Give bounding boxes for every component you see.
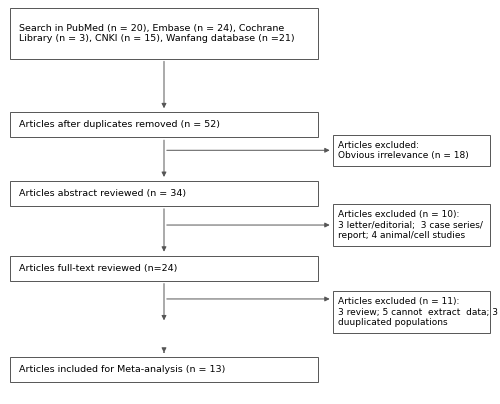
- Text: Articles excluded (n = 11):
3 review; 5 cannot  extract  data; 3
duuplicated pop: Articles excluded (n = 11): 3 review; 5 …: [338, 297, 498, 327]
- Text: Articles included for Meta-analysis (n = 13): Articles included for Meta-analysis (n =…: [19, 365, 226, 374]
- FancyBboxPatch shape: [332, 135, 490, 166]
- Text: Search in PubMed (n = 20), Embase (n = 24), Cochrane
Library (n = 3), CNKI (n = : Search in PubMed (n = 20), Embase (n = 2…: [19, 23, 294, 43]
- Text: Articles abstract reviewed (n = 34): Articles abstract reviewed (n = 34): [19, 189, 186, 198]
- FancyBboxPatch shape: [332, 291, 490, 333]
- Text: Articles excluded (n = 10):
3 letter/editorial;  3 case series/
report; 4 animal: Articles excluded (n = 10): 3 letter/edi…: [338, 210, 484, 240]
- Text: Articles excluded:
Obvious irrelevance (n = 18): Articles excluded: Obvious irrelevance (…: [338, 141, 469, 160]
- FancyBboxPatch shape: [10, 181, 318, 206]
- FancyBboxPatch shape: [10, 256, 318, 281]
- Text: Articles full-text reviewed (n=24): Articles full-text reviewed (n=24): [19, 264, 178, 273]
- FancyBboxPatch shape: [10, 357, 318, 382]
- Text: Articles after duplicates removed (n = 52): Articles after duplicates removed (n = 5…: [19, 120, 220, 129]
- FancyBboxPatch shape: [10, 8, 318, 59]
- FancyBboxPatch shape: [10, 112, 318, 137]
- FancyBboxPatch shape: [332, 204, 490, 246]
